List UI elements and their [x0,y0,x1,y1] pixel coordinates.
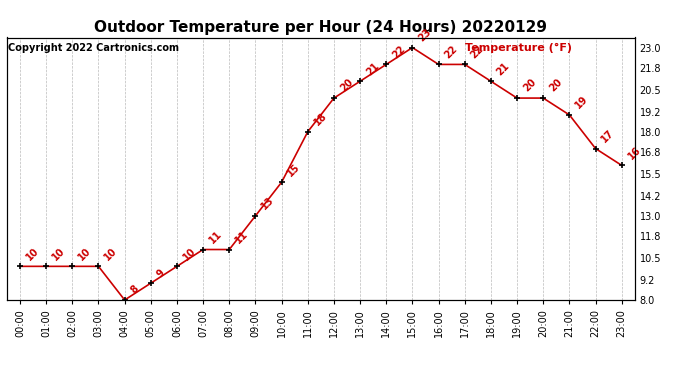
Text: 10: 10 [77,246,93,262]
Text: 15: 15 [286,161,302,178]
Text: 23: 23 [417,27,433,44]
Text: 10: 10 [50,246,67,262]
Text: 20: 20 [338,77,355,94]
Text: 10: 10 [24,246,41,262]
Text: Copyright 2022 Cartronics.com: Copyright 2022 Cartronics.com [8,43,179,53]
Text: 22: 22 [443,44,460,60]
Text: 17: 17 [600,128,616,144]
Text: 20: 20 [521,77,538,94]
Text: 13: 13 [259,195,276,212]
Text: 22: 22 [391,44,407,60]
Title: Outdoor Temperature per Hour (24 Hours) 20220129: Outdoor Temperature per Hour (24 Hours) … [95,20,547,35]
Text: 21: 21 [364,60,381,77]
Text: 19: 19 [573,94,590,111]
Text: 10: 10 [103,246,119,262]
Text: 8: 8 [129,284,141,296]
Text: 10: 10 [181,246,198,262]
Text: 9: 9 [155,267,167,279]
Text: 21: 21 [495,60,512,77]
Text: 11: 11 [207,229,224,245]
Text: 16: 16 [626,145,642,161]
Text: Temperature (°F): Temperature (°F) [465,43,572,53]
Text: 20: 20 [547,77,564,94]
Text: 11: 11 [233,229,250,245]
Text: 18: 18 [312,111,328,128]
Text: 22: 22 [469,44,486,60]
